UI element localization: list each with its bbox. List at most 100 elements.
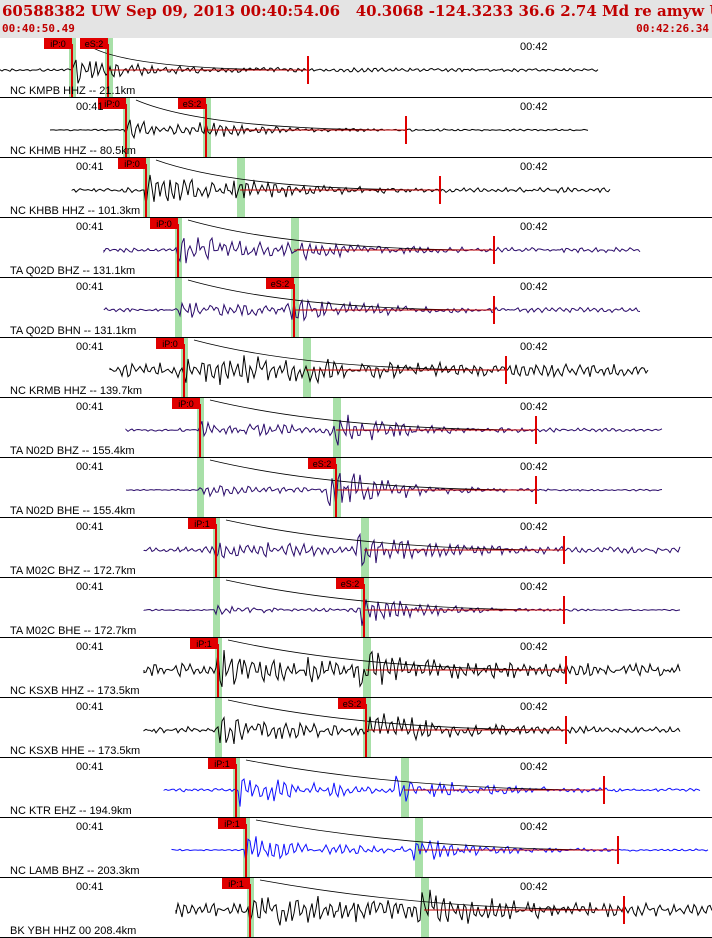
arrival-curve — [187, 219, 495, 251]
s-window — [237, 158, 245, 217]
station-label: NC KHMB HHZ -- 80.5km — [10, 145, 136, 157]
arrival-curve — [255, 819, 619, 851]
arrival-curve — [209, 459, 537, 491]
trace-row: iP:1 00:41 00:42 TA M02C BHZ -- 172.7km — [0, 518, 712, 578]
waveform — [125, 473, 663, 507]
arrival-curve — [135, 99, 407, 131]
pick-label: iP:0 — [124, 159, 140, 169]
pick-label: eS:2 — [85, 39, 104, 49]
time-tick-label: 00:41 — [76, 341, 104, 353]
waveform — [143, 532, 681, 567]
waveform — [143, 713, 681, 744]
arrival-curve — [227, 699, 567, 731]
waveform — [175, 889, 712, 926]
arrival-curve — [187, 279, 495, 311]
pick-flag — [98, 98, 126, 109]
time-tick-label: 00:41 — [76, 521, 104, 533]
time-tick-label: 00:41 — [76, 281, 104, 293]
waveform — [71, 174, 611, 206]
trace-row: iP:0 00:41 00:42 NC KHBB HHZ -- 101.3km — [0, 158, 712, 218]
station-label: TA Q02D BHZ -- 131.1km — [10, 265, 135, 277]
trace-row: iP:0 eS:2 00:42 NC KMPB HHZ -- 21.1km — [0, 38, 712, 98]
time-tick-label: 00:42 — [520, 641, 548, 653]
time-tick-label: 00:42 — [520, 161, 548, 173]
pick-label: eS:2 — [343, 699, 362, 709]
time-tick-label: 00:41 — [76, 881, 104, 893]
pick-label: eS:2 — [183, 99, 202, 109]
s-window — [333, 398, 341, 457]
time-tick-label: 00:41 — [76, 641, 104, 653]
arrival-curve — [245, 759, 605, 791]
pick-label: iP:0 — [50, 39, 66, 49]
time-tick-label: 00:42 — [520, 761, 548, 773]
station-label: TA Q02D BHN -- 131.1km — [10, 325, 136, 337]
station-label: TA M02C BHE -- 172.7km — [10, 625, 136, 637]
arrival-curve — [227, 639, 567, 671]
time-tick-label: 00:41 — [76, 821, 104, 833]
p-window — [213, 578, 220, 637]
time-tick-label: 00:42 — [520, 41, 548, 53]
pick-label: iP:1 — [214, 759, 230, 769]
station-label: NC KTR EHZ -- 194.9km — [10, 805, 132, 817]
waveform — [0, 59, 599, 84]
pick-flag — [156, 338, 184, 349]
trace-row: eS:2 00:41 00:42 TA M02C BHE -- 172.7km — [0, 578, 712, 638]
station-label: NC KSXB HHE -- 173.5km — [10, 745, 140, 757]
s-window — [363, 638, 371, 697]
pick-label: iP:1 — [224, 819, 240, 829]
trace-row: iP:0 00:41 00:42 TA N02D BHZ -- 155.4km — [0, 398, 712, 458]
arrival-curve — [259, 879, 625, 911]
pick-flag — [44, 38, 72, 49]
waveform — [171, 836, 709, 862]
trace-row: eS:2 00:41 00:42 TA Q02D BHN -- 131.1km — [0, 278, 712, 338]
station-label: NC LAMB BHZ -- 203.3km — [10, 865, 140, 877]
pick-label: iP:0 — [104, 99, 120, 109]
time-tick-label: 00:42 — [520, 401, 548, 413]
window-start-time: 00:40:50.49 — [2, 22, 75, 35]
waveform — [103, 236, 641, 264]
trace-row: iP:1 00:41 00:42 NC KTR EHZ -- 194.9km — [0, 758, 712, 818]
window-end-time: 00:42:26.34 — [636, 22, 709, 35]
pick-flag — [118, 158, 146, 169]
pick-label: iP:0 — [156, 219, 172, 229]
trace-row: iP:0 00:41 00:42 NC KRMB HHZ -- 139.7km — [0, 338, 712, 398]
pick-label: eS:2 — [341, 579, 360, 589]
pick-label: iP:1 — [228, 879, 244, 889]
time-tick-label: 00:41 — [76, 761, 104, 773]
station-label: TA N02D BHZ -- 155.4km — [10, 445, 135, 457]
time-tick-label: 00:41 — [76, 401, 104, 413]
station-label: TA N02D BHE -- 155.4km — [10, 505, 135, 517]
pick-label: iP:0 — [178, 399, 194, 409]
pick-flag — [308, 458, 336, 469]
station-label: TA M02C BHZ -- 172.7km — [10, 565, 136, 577]
p-window — [197, 458, 204, 517]
pick-flag — [80, 38, 108, 49]
station-label: NC KSXB HHZ -- 173.5km — [10, 685, 140, 697]
pick-label: eS:2 — [271, 279, 290, 289]
pick-label: iP:0 — [162, 339, 178, 349]
trace-row: eS:2 00:41 00:42 TA N02D BHE -- 155.4km — [0, 458, 712, 518]
arrival-curve — [225, 519, 565, 551]
trace-row: iP:1 00:41 00:42 BK YBH HHZ 00 208.4km — [0, 878, 712, 938]
time-tick-label: 00:42 — [520, 521, 548, 533]
pick-flag — [150, 218, 178, 229]
time-tick-label: 00:42 — [520, 581, 548, 593]
time-tick-label: 00:42 — [520, 461, 548, 473]
p-window — [175, 278, 182, 337]
time-tick-label: 00:42 — [520, 281, 548, 293]
s-window — [401, 758, 409, 817]
s-window — [291, 218, 299, 277]
event-header: 60588382 UW Sep 09, 2013 00:40:54.06 40.… — [0, 0, 712, 38]
arrival-curve — [193, 339, 507, 371]
time-tick-label: 00:42 — [520, 101, 548, 113]
time-tick-label: 00:42 — [520, 881, 548, 893]
time-tick-label: 00:41 — [76, 581, 104, 593]
trace-row: iP:0 00:41 00:42 TA Q02D BHZ -- 131.1km — [0, 218, 712, 278]
waveform — [143, 650, 681, 688]
waveform — [163, 775, 701, 807]
pick-flag — [172, 398, 200, 409]
pick-flag — [218, 818, 246, 829]
pick-flag — [208, 758, 236, 769]
waveform — [125, 414, 663, 446]
